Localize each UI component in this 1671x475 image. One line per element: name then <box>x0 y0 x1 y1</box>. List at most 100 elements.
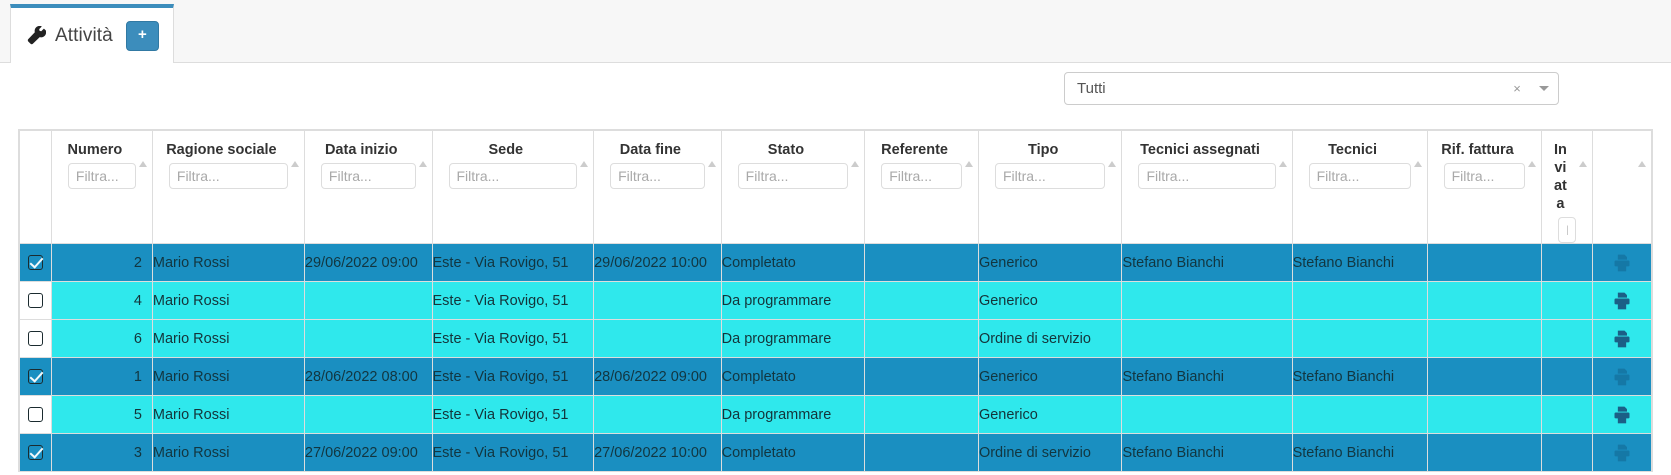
sort-arrow-icon[interactable] <box>418 161 427 167</box>
column-header-stato[interactable]: Stato <box>720 130 866 244</box>
cell-inviata <box>1541 281 1594 320</box>
cell-inizio: 29/06/2022 09:00 <box>303 243 433 282</box>
cell-inizio <box>303 281 433 320</box>
column-header-inviata[interactable]: Inviata <box>1541 130 1594 244</box>
cell-tecnici <box>1291 395 1428 434</box>
cell-ragione: Mario Rossi <box>151 319 305 358</box>
row-print-cell[interactable] <box>1592 395 1652 434</box>
filter-input-assegnati[interactable] <box>1138 163 1276 189</box>
cell-referente <box>864 433 979 472</box>
filter-input-inviata[interactable] <box>1558 217 1577 243</box>
row-print-cell[interactable] <box>1592 433 1652 472</box>
cell-ragione: Mario Rossi <box>151 243 305 282</box>
cell-inizio: 27/06/2022 09:00 <box>303 433 433 472</box>
row-print-cell[interactable] <box>1592 281 1652 320</box>
filter-input-referente[interactable] <box>881 163 962 189</box>
table-row[interactable]: 4 Mario Rossi Este - Via Rovigo, 51 Da prog… <box>19 281 1652 320</box>
sort-arrow-icon[interactable] <box>1413 161 1422 167</box>
column-header-numero[interactable]: Numero <box>50 130 153 244</box>
row-print-cell[interactable] <box>1592 319 1652 358</box>
filter-input-tecnici[interactable] <box>1308 163 1411 189</box>
sort-arrow-icon[interactable] <box>851 161 860 167</box>
scope-filter-select[interactable]: Tutti × <box>1064 72 1559 105</box>
sort-arrow-icon[interactable] <box>290 161 299 167</box>
printer-icon[interactable] <box>1611 291 1633 311</box>
table-row[interactable]: 3 Mario Rossi 27/06/2022 09:00 Este - Via R… <box>19 433 1652 472</box>
cell-fine: 28/06/2022 09:00 <box>593 357 722 396</box>
printer-icon[interactable] <box>1611 253 1633 273</box>
sort-arrow-icon[interactable] <box>1638 161 1646 167</box>
column-header-sede[interactable]: Sede <box>431 130 595 244</box>
row-checkbox[interactable] <box>27 407 43 422</box>
cell-fine <box>593 395 722 434</box>
cell-inviata <box>1541 357 1594 396</box>
sort-arrow-icon[interactable] <box>1108 161 1117 167</box>
row-checkbox[interactable] <box>27 293 43 308</box>
tab-label: Attività <box>55 24 113 46</box>
row-checkbox-cell[interactable] <box>19 395 52 434</box>
column-header-inizio[interactable]: Data inizio <box>303 130 433 244</box>
column-header-tipo[interactable]: Tipo <box>977 130 1123 244</box>
sort-arrow-icon[interactable] <box>580 161 589 167</box>
sort-arrow-icon[interactable] <box>138 161 147 167</box>
cell-tipo: Generico <box>977 395 1123 434</box>
printer-icon[interactable] <box>1611 367 1633 387</box>
filter-input-rif[interactable] <box>1443 163 1526 189</box>
add-activity-button[interactable]: + <box>125 20 159 51</box>
column-header-fine[interactable]: Data fine <box>593 130 722 244</box>
column-header-label: Referente <box>881 142 948 158</box>
column-header-rif[interactable]: Rif. fattura <box>1426 130 1543 244</box>
column-header-label: Sede <box>488 142 524 158</box>
cell-sede: Este - Via Rovigo, 51 <box>431 281 595 320</box>
row-checkbox[interactable] <box>27 331 43 346</box>
row-checkbox-cell[interactable] <box>19 357 52 396</box>
row-checkbox-cell[interactable] <box>19 433 52 472</box>
cell-numero: 3 <box>50 433 153 472</box>
filter-input-stato[interactable] <box>737 163 849 189</box>
row-checkbox[interactable] <box>27 445 43 460</box>
cell-assegnati: Stefano Bianchi <box>1121 433 1293 472</box>
sort-arrow-icon[interactable] <box>707 161 716 167</box>
cell-assegnati: Stefano Bianchi <box>1121 357 1293 396</box>
table-row[interactable]: 1 Mario Rossi 28/06/2022 08:00 Este - Via R… <box>19 357 1652 396</box>
sort-arrow-icon[interactable] <box>964 161 973 167</box>
table-row[interactable]: 6 Mario Rossi Este - Via Rovigo, 51 Da prog… <box>19 319 1652 358</box>
column-header-assegnati[interactable]: Tecnici assegnati <box>1121 130 1293 244</box>
cell-tecnici: Stefano Bianchi <box>1291 357 1428 396</box>
sort-arrow-icon[interactable] <box>1579 161 1588 167</box>
row-checkbox-cell[interactable] <box>19 281 52 320</box>
cell-inizio <box>303 395 433 434</box>
close-icon[interactable]: × <box>1513 81 1521 96</box>
chevron-down-icon[interactable] <box>1530 86 1558 91</box>
filter-input-fine[interactable] <box>610 163 705 189</box>
row-print-cell[interactable] <box>1592 243 1652 282</box>
column-header-referente[interactable]: Referente <box>864 130 979 244</box>
row-checkbox-cell[interactable] <box>19 319 52 358</box>
tab-attivita[interactable]: Attività + <box>10 4 174 63</box>
filter-input-inizio[interactable] <box>320 163 416 189</box>
sort-arrow-icon[interactable] <box>1278 161 1287 167</box>
printer-icon[interactable] <box>1611 405 1633 425</box>
column-header-print[interactable] <box>1592 130 1652 244</box>
row-print-cell[interactable] <box>1592 357 1652 396</box>
sort-arrow-icon[interactable] <box>1528 161 1537 167</box>
row-checkbox[interactable] <box>27 369 43 384</box>
table-row[interactable]: 5 Mario Rossi Este - Via Rovigo, 51 Da prog… <box>19 395 1652 434</box>
table-row[interactable]: 2 Mario Rossi 29/06/2022 09:00 Este - Via R… <box>19 243 1652 282</box>
filter-input-sede[interactable] <box>448 163 578 189</box>
filter-input-numero[interactable] <box>67 163 136 189</box>
cell-numero: 1 <box>50 357 153 396</box>
column-header-ragione[interactable]: Ragione sociale <box>151 130 305 244</box>
cell-referente <box>864 395 979 434</box>
cell-assegnati <box>1121 395 1293 434</box>
column-header-tecnici[interactable]: Tecnici <box>1291 130 1428 244</box>
printer-icon[interactable] <box>1611 329 1633 349</box>
filter-input-ragione[interactable] <box>168 163 288 189</box>
printer-icon[interactable] <box>1611 443 1633 463</box>
cell-tipo: Ordine di servizio <box>977 433 1123 472</box>
column-header-label: Data fine <box>619 142 681 158</box>
filter-input-tipo[interactable] <box>994 163 1106 189</box>
cell-assegnati <box>1121 319 1293 358</box>
row-checkbox-cell[interactable] <box>19 243 52 282</box>
row-checkbox[interactable] <box>27 255 43 270</box>
